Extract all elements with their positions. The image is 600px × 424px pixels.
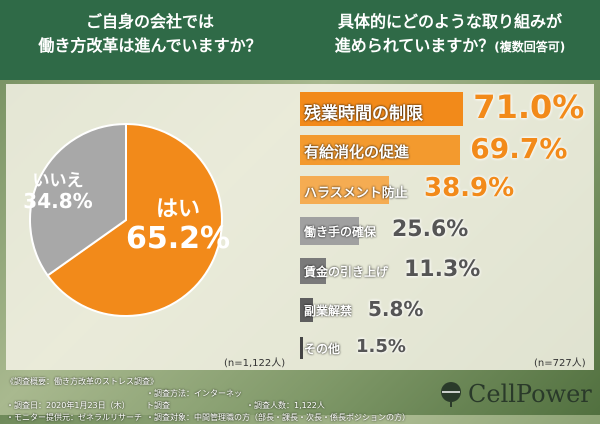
logo-icon bbox=[441, 382, 461, 407]
q2-line2: 進められていますか？ bbox=[334, 36, 495, 55]
bar-sample-size: (n=727人) bbox=[534, 358, 586, 369]
bar bbox=[300, 217, 359, 245]
summary-title: 《調査概要：働き方改革のストレス調査》 bbox=[6, 377, 158, 386]
q2-note: (複数回答可) bbox=[494, 40, 566, 54]
q1-line1: ご自身の会社では bbox=[85, 12, 214, 31]
cellpower-logo: CellPower bbox=[440, 380, 592, 408]
bar-value-label: 25.6% bbox=[392, 216, 469, 242]
pie-category-label: いいえ bbox=[33, 171, 84, 191]
bar-category-label: 賃金の引き上げ bbox=[304, 265, 389, 279]
header: ご自身の会社では 働き方改革は進んでいますか？ 具体的にどのような取り組みが 進… bbox=[0, 0, 600, 80]
survey-method: ・調査方法：インターネット調査 bbox=[146, 389, 242, 410]
bar bbox=[300, 337, 304, 359]
pie-slice bbox=[29, 122, 127, 277]
bar bbox=[300, 258, 326, 284]
pie-sample-size: (n=1,122人) bbox=[224, 358, 286, 369]
bar bbox=[300, 176, 390, 204]
bar-category-label: 残業時間の制限 bbox=[304, 103, 423, 124]
survey-count: ・調査人数：1,122人 bbox=[246, 401, 325, 410]
bar-value-label: 11.3% bbox=[404, 256, 481, 282]
bar-value-label: 69.7% bbox=[470, 131, 568, 165]
bar bbox=[300, 92, 464, 126]
pie-value-label: 34.8% bbox=[23, 189, 92, 213]
bar-category-label: 副業解禁 bbox=[304, 304, 353, 318]
survey-summary: 《調査概要：働き方改革のストレス調査》 ・調査日：2020年1月23日（木） ・調… bbox=[6, 376, 410, 424]
q2-line1: 具体的にどのような取り組みが bbox=[337, 12, 562, 31]
bar-value-label: 5.8% bbox=[368, 297, 424, 321]
bar-value-label: 38.9% bbox=[424, 173, 515, 204]
bar-category-label: ハラスメント防止 bbox=[304, 185, 408, 201]
pie-value-label: 65.2% bbox=[126, 221, 230, 256]
q1-line2: 働き方改革は進んでいますか？ bbox=[38, 36, 262, 55]
bar-category-label: その他 bbox=[304, 342, 341, 356]
bar bbox=[300, 135, 461, 165]
pie-category-label: はい bbox=[156, 197, 200, 222]
pie-slice bbox=[46, 122, 223, 317]
bar-value-label: 71.0% bbox=[473, 88, 585, 127]
question-1-title: ご自身の会社では 働き方改革は進んでいますか？ bbox=[0, 10, 300, 58]
logo-text: CellPower bbox=[468, 380, 592, 408]
chart-panel: はい 65.2% いいえ 34.8% (n=1,122人) 残業時間の制限 71.0% 有… bbox=[6, 84, 594, 370]
bar-category-label: 有給消化の促進 bbox=[304, 142, 410, 161]
survey-provider: ・モニター提供元：ゼネラルリサーチ bbox=[6, 413, 142, 422]
survey-target: ・調査対象：中間管理職の方（部長・課長・次長・係長ポジションの方） bbox=[146, 413, 410, 422]
survey-date: ・調査日：2020年1月23日（木） bbox=[6, 401, 130, 410]
question-2-title: 具体的にどのような取り組みが 進められていますか？(複数回答可) bbox=[300, 10, 600, 59]
bar bbox=[300, 298, 314, 322]
bar-value-label: 1.5% bbox=[356, 336, 406, 358]
bar-category-label: 働き手の確保 bbox=[304, 225, 377, 239]
